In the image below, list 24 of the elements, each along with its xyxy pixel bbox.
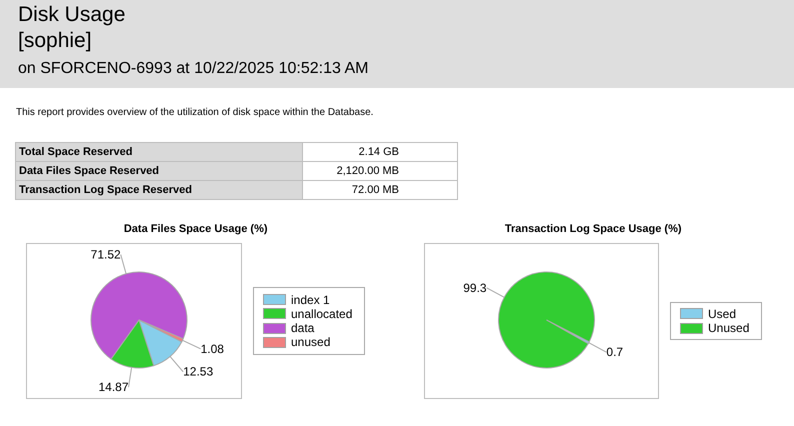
data-label: 71.52 — [90, 248, 122, 262]
category-label: Transaction Log Space Reserved — [19, 184, 192, 196]
data-label: 0.7 — [606, 345, 624, 360]
legend-label: data — [291, 321, 314, 336]
text: 72.00 MB — [352, 184, 399, 196]
data-label: 1.08 — [200, 342, 224, 356]
text: This report provides overview of the utilization of disk space within the Database. — [16, 107, 374, 118]
legend-label: Unused — [708, 321, 750, 336]
chart-title: Data Files Space Usage (%) — [124, 223, 268, 235]
legend-label: unused — [291, 335, 330, 350]
data-label: 14.87 — [98, 380, 129, 394]
text: 2.14 GB — [358, 146, 399, 158]
chart-title: Transaction Log Space Usage (%) — [504, 223, 682, 235]
category-label: Total Space Reserved — [19, 146, 133, 158]
data-label: 99.3 — [463, 280, 487, 295]
text: Disk Usage — [18, 3, 126, 26]
text: [sophie] — [18, 29, 92, 52]
legend-label: unallocated — [291, 306, 352, 321]
legend-label: Used — [708, 306, 736, 321]
text: on SFORCENO-6993 at 10/22/2025 10:52:13 AM — [18, 60, 368, 77]
text: 2,120.00 MB — [336, 165, 399, 177]
data-label: 12.53 — [183, 364, 214, 379]
category-label: Data Files Space Reserved — [19, 165, 160, 177]
legend-label: index 1 — [291, 292, 330, 307]
